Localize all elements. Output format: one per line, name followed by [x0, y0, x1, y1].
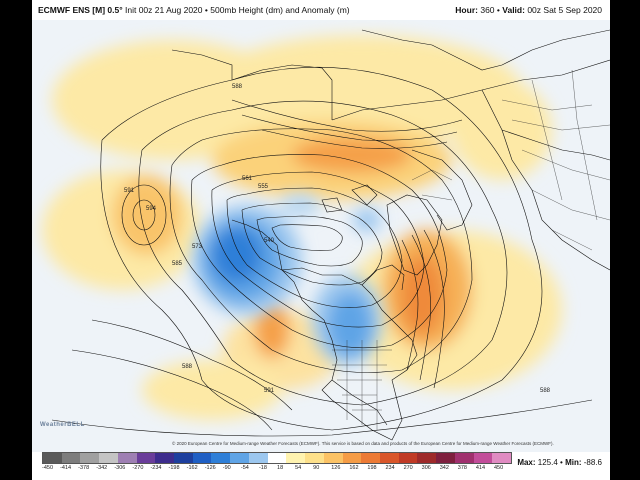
title-right: Hour: 360 • Valid: 00z Sat 5 Sep 2020: [455, 5, 602, 15]
contour-label: 561: [242, 176, 253, 182]
colorbar-tick: 18: [277, 465, 284, 471]
max-min-readout: Max: 125.4 • Min: -88.6: [517, 458, 602, 467]
min-value: -88.6: [583, 458, 602, 467]
colorbar-tick: -198: [168, 465, 180, 471]
contour-label: 588: [232, 84, 243, 90]
valid-label: Valid:: [502, 5, 525, 15]
colorbar-swatch: [61, 453, 81, 463]
colorbar-swatch: [305, 453, 324, 463]
contour-label: 591: [264, 388, 275, 394]
colorbar-swatch: [417, 453, 437, 463]
colorbar-swatch: [136, 453, 156, 463]
colorbar-tick: -90: [222, 465, 231, 471]
colorbar-tick: 450: [493, 465, 504, 471]
max-value: 125.4: [537, 458, 558, 467]
field-name: 500mb Height (dm) and Anomaly (m): [210, 5, 350, 15]
title-bar: ECMWF ENS [M] 0.5° Init 00z 21 Aug 2020 …: [32, 0, 610, 20]
colorbar-swatch: [192, 453, 212, 463]
borders: [332, 69, 610, 430]
coastlines: [171, 29, 610, 441]
colorbar-swatch: [323, 453, 343, 463]
model-name: ECMWF ENS [M] 0.5°: [38, 5, 123, 15]
colorbar-tick: 90: [313, 465, 320, 471]
colorbar-swatch: [80, 453, 100, 463]
colorbar-swatch: [454, 453, 474, 463]
colorbar-tick: -306: [114, 465, 126, 471]
colorbar-tick: 306: [421, 465, 431, 471]
colorbar: -450 -414 -378 -342 -306 -270 -234 -198 -162 -126…: [42, 452, 512, 476]
colorbar-tick: -450: [42, 465, 54, 471]
colorbar-swatch: [436, 453, 455, 463]
colorbar-swatch: [155, 453, 175, 463]
contour-label: 591: [124, 188, 135, 194]
colorbar-swatch: [99, 453, 118, 463]
max-min-separator: •: [560, 458, 563, 467]
colorbar-tick: -270: [132, 465, 144, 471]
colorbar-tick: -378: [78, 465, 90, 471]
map-frame: ECMWF ENS [M] 0.5° Init 00z 21 Aug 2020 …: [32, 0, 610, 480]
min-label: Min:: [565, 458, 582, 467]
colorbar-tick: -342: [96, 465, 108, 471]
colorbar-swatch: [379, 453, 399, 463]
contour-label: 594: [146, 206, 157, 212]
hour-label: Hour:: [455, 5, 478, 15]
colorbar-swatch: [342, 453, 362, 463]
colorbar-tick: -54: [240, 465, 249, 471]
ecmwf-credit: © 2020 European Centre for Medium-range …: [172, 441, 554, 446]
contour-label: 585: [172, 261, 183, 267]
colorbar-tick: 54: [295, 465, 302, 471]
colorbar-tick: -18: [258, 465, 267, 471]
colorbar-swatch: [286, 453, 306, 463]
contour-labels: 588 591 594 585 573 561 555 540 588 591 …: [124, 84, 551, 394]
colorbar-swatch: [492, 453, 511, 463]
init-time: Init 00z 21 Aug 2020: [125, 5, 203, 15]
colorbar-tick: -234: [150, 465, 162, 471]
contour-label: 540: [264, 238, 275, 244]
colorbar-swatch: [248, 453, 268, 463]
colorbar-tick: -414: [60, 465, 72, 471]
colorbar-tick: 234: [385, 465, 395, 471]
colorbar-swatches: [42, 452, 512, 464]
colorbar-swatch: [473, 453, 493, 463]
colorbar-tick: 342: [439, 465, 449, 471]
colorbar-tick: -162: [186, 465, 198, 471]
contour-label: 588: [540, 388, 551, 394]
colorbar-tick: 378: [457, 465, 467, 471]
title-separator: •: [496, 5, 500, 15]
valid-value: 00z Sat 5 Sep 2020: [527, 5, 602, 15]
colorbar-tick: 414: [475, 465, 486, 471]
title-separator: •: [204, 5, 208, 15]
colorbar-tick-labels: -450 -414 -378 -342 -306 -270 -234 -198 -162 -126…: [42, 465, 512, 471]
contour-label: 588: [182, 364, 193, 370]
contour-label: 555: [258, 184, 269, 190]
colorbar-swatch: [211, 453, 231, 463]
negative-anomaly-shading: [192, 193, 382, 365]
colorbar-tick: 270: [403, 465, 413, 471]
colorbar-swatch: [43, 453, 62, 463]
hour-value: 360: [480, 5, 495, 15]
colorbar-tick: 162: [349, 465, 359, 471]
colorbar-tick: -126: [204, 465, 216, 471]
colorbar-swatch: [361, 453, 380, 463]
colorbar-swatch: [267, 453, 287, 463]
colorbar-swatch: [230, 453, 249, 463]
polar-map: 588 591 594 585 573 561 555 540 588 591 …: [32, 20, 610, 452]
max-label: Max:: [517, 458, 536, 467]
title-left: ECMWF ENS [M] 0.5° Init 00z 21 Aug 2020 …: [38, 5, 350, 15]
height-contours: [51, 66, 593, 437]
colorbar-swatch: [117, 453, 137, 463]
colorbar-swatch: [174, 453, 193, 463]
colorbar-swatch: [398, 453, 418, 463]
contour-label: 573: [192, 244, 203, 250]
colorbar-tick: 126: [331, 465, 341, 471]
weatherbell-logo: WeatherBELL: [40, 422, 85, 428]
colorbar-tick: 198: [367, 465, 377, 471]
